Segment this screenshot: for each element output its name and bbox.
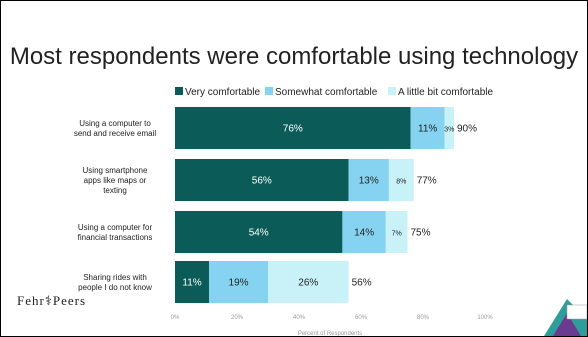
data-label: 7%	[392, 231, 402, 238]
category-label: financial transactions	[78, 233, 153, 242]
category-label: Using a computer for	[78, 223, 153, 232]
bar-segment	[175, 261, 210, 303]
data-label: 11%	[182, 278, 201, 289]
x-tick-label: 40%	[293, 315, 306, 321]
legend-label: A little bit comfortable	[398, 87, 493, 98]
data-label: 54%	[249, 228, 269, 239]
bar-segment	[348, 159, 389, 201]
x-axis-label: Percent of Respondents	[298, 331, 362, 336]
legend-label: Very comfortable	[185, 87, 260, 98]
category-label: people I do not know	[78, 283, 152, 292]
x-tick-label: 20%	[231, 315, 244, 321]
slide-title: Most respondents were comfortable using …	[9, 43, 579, 70]
total-label: 56%	[352, 278, 372, 289]
data-label: 3%	[444, 127, 454, 134]
x-tick-label: 60%	[355, 315, 368, 321]
bar-segment	[388, 159, 414, 201]
x-tick-label: 80%	[417, 315, 430, 321]
bar-segment	[175, 107, 411, 149]
emblem-card	[566, 304, 587, 320]
category-label: Using a computer to	[79, 119, 151, 128]
data-label: 8%	[396, 179, 406, 186]
total-label: 77%	[417, 176, 437, 187]
category-label: texting	[103, 186, 127, 195]
data-label: 26%	[298, 278, 318, 289]
emblem-purple	[553, 313, 581, 336]
data-label: 76%	[283, 124, 303, 135]
bar-segment	[444, 107, 454, 149]
bar-segment	[410, 107, 445, 149]
x-tick-label: 0%	[171, 315, 180, 321]
bar-segment	[175, 211, 343, 253]
data-label: 19%	[229, 278, 249, 289]
data-label: 13%	[359, 176, 379, 187]
fehr-peers-logo: Fehr⚕Peers	[17, 293, 87, 308]
total-label: 75%	[411, 228, 431, 239]
category-label: Using smartphone	[83, 166, 148, 175]
legend-label: Somewhat comfortable	[275, 87, 378, 98]
data-label: 56%	[252, 176, 272, 187]
category-label: Sharing rides with	[83, 273, 147, 282]
category-label: send and receive email	[74, 129, 156, 138]
bar-segment	[175, 159, 349, 201]
data-label: 14%	[354, 228, 374, 239]
legend-swatch	[265, 87, 273, 95]
total-label: 90%	[457, 124, 477, 135]
data-label: 11%	[418, 124, 437, 135]
bar-segment	[268, 261, 349, 303]
category-label: apps like maps or	[84, 176, 147, 185]
legend-swatch	[388, 87, 396, 95]
bar-segment	[209, 261, 268, 303]
bar-segment	[342, 211, 386, 253]
x-tick-label: 100%	[477, 315, 493, 321]
legend-swatch	[175, 87, 183, 95]
bar-segment	[385, 211, 408, 253]
